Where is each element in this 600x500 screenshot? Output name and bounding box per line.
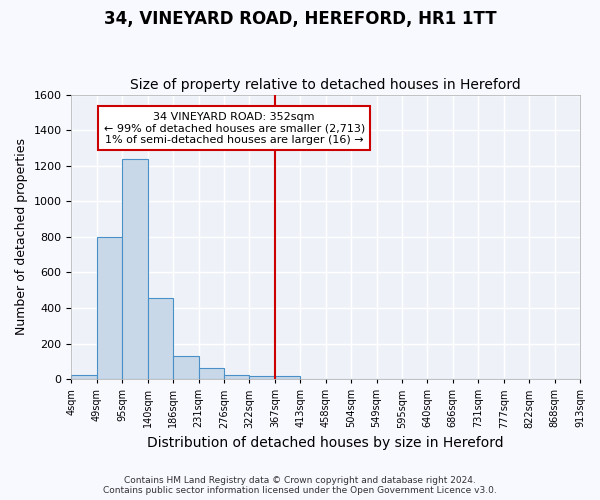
Bar	[122, 158, 148, 379]
Bar	[275, 376, 300, 379]
Y-axis label: Number of detached properties: Number of detached properties	[15, 138, 28, 336]
Title: Size of property relative to detached houses in Hereford: Size of property relative to detached ho…	[130, 78, 521, 92]
Bar	[199, 368, 224, 379]
X-axis label: Distribution of detached houses by size in Hereford: Distribution of detached houses by size …	[148, 436, 504, 450]
Text: 34 VINEYARD ROAD: 352sqm
← 99% of detached houses are smaller (2,713)
1% of semi: 34 VINEYARD ROAD: 352sqm ← 99% of detach…	[104, 112, 365, 145]
Bar	[173, 356, 199, 379]
Bar	[148, 298, 173, 379]
Bar	[97, 237, 122, 379]
Bar	[224, 374, 250, 379]
Bar	[250, 376, 275, 379]
Text: Contains HM Land Registry data © Crown copyright and database right 2024.
Contai: Contains HM Land Registry data © Crown c…	[103, 476, 497, 495]
Bar	[71, 374, 97, 379]
Text: 34, VINEYARD ROAD, HEREFORD, HR1 1TT: 34, VINEYARD ROAD, HEREFORD, HR1 1TT	[104, 10, 496, 28]
